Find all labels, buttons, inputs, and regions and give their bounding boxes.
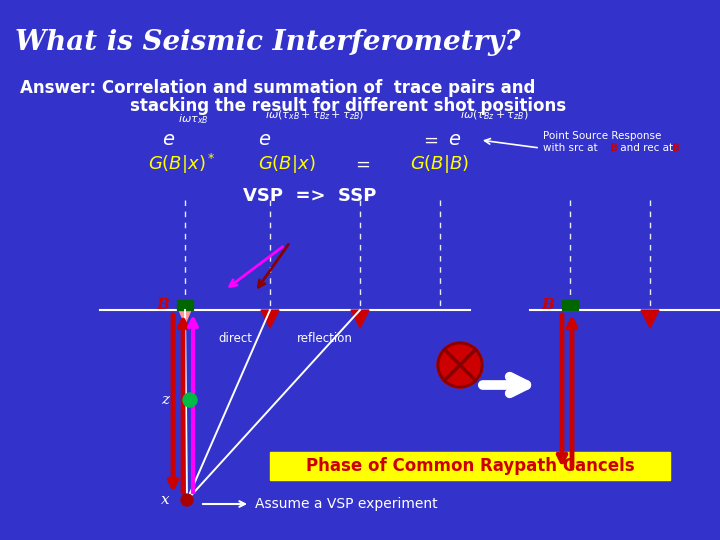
Text: $e$: $e$ bbox=[448, 131, 461, 149]
Text: Point Source Response: Point Source Response bbox=[543, 131, 662, 141]
Text: with src at: with src at bbox=[543, 143, 601, 153]
Text: B: B bbox=[541, 298, 554, 312]
Text: and rec at: and rec at bbox=[617, 143, 676, 153]
Bar bbox=[562, 300, 578, 310]
Text: x: x bbox=[161, 493, 169, 507]
Circle shape bbox=[181, 494, 193, 506]
Text: $=$: $=$ bbox=[352, 155, 371, 173]
Polygon shape bbox=[351, 310, 369, 328]
Text: $i\omega(\tau_{xB}+\tau_{Bz}+\tau_{zB})$: $i\omega(\tau_{xB}+\tau_{Bz}+\tau_{zB})$ bbox=[265, 109, 364, 122]
Text: VSP  =>  SSP: VSP => SSP bbox=[243, 187, 377, 205]
Polygon shape bbox=[261, 310, 279, 328]
Text: $G(B|x)$: $G(B|x)$ bbox=[258, 153, 315, 175]
Text: stacking the result for different shot positions: stacking the result for different shot p… bbox=[130, 97, 566, 115]
Circle shape bbox=[438, 343, 482, 387]
Polygon shape bbox=[641, 310, 659, 328]
Bar bbox=[177, 300, 193, 310]
Text: Answer: Correlation and summation of  trace pairs and: Answer: Correlation and summation of tra… bbox=[20, 79, 536, 97]
Text: B: B bbox=[672, 143, 680, 153]
Text: $i\omega(\tau_{Bz}+\tau_{zB})$: $i\omega(\tau_{Bz}+\tau_{zB})$ bbox=[460, 109, 528, 122]
Text: $G(B|B)$: $G(B|B)$ bbox=[410, 153, 469, 175]
Text: $e$: $e$ bbox=[162, 131, 175, 149]
Text: Phase of Common Raypath Cancels: Phase of Common Raypath Cancels bbox=[306, 457, 634, 475]
Text: direct: direct bbox=[218, 332, 252, 345]
Text: $i\omega\tau_{xB}$: $i\omega\tau_{xB}$ bbox=[178, 112, 209, 126]
Text: $e$: $e$ bbox=[258, 131, 271, 149]
Text: B: B bbox=[610, 143, 618, 153]
Text: Assume a VSP experiment: Assume a VSP experiment bbox=[255, 497, 438, 511]
Text: What is Seismic Interferometry?: What is Seismic Interferometry? bbox=[15, 29, 521, 56]
Text: z: z bbox=[161, 393, 169, 407]
Polygon shape bbox=[179, 310, 191, 324]
Text: $G(B|x)^*$: $G(B|x)^*$ bbox=[148, 152, 215, 176]
Bar bbox=[270, 452, 670, 480]
Text: B: B bbox=[156, 298, 169, 312]
Circle shape bbox=[183, 393, 197, 407]
Text: reflection: reflection bbox=[297, 332, 353, 345]
Text: $=$: $=$ bbox=[420, 131, 438, 149]
